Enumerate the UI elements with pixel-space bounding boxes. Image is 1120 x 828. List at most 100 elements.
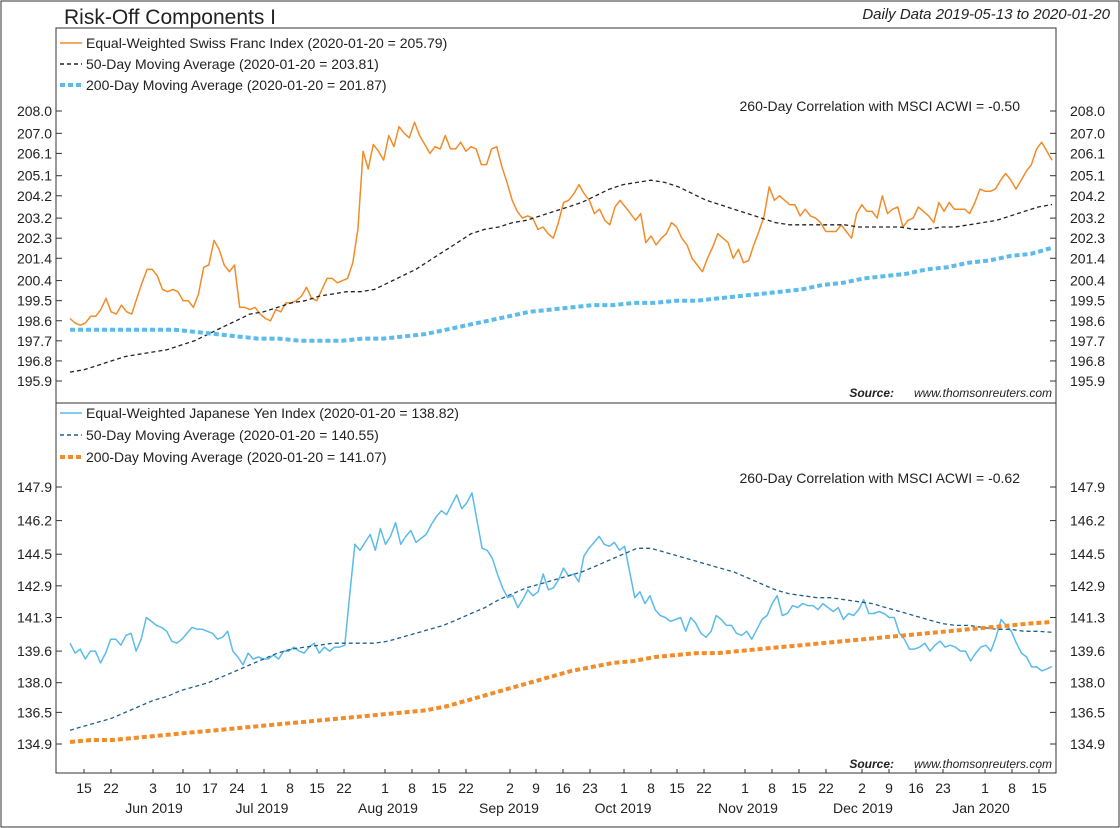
- y-tick-label-right: 207.0: [1070, 125, 1105, 141]
- y-tick-label-left: 146.2: [17, 513, 52, 529]
- x-month-label: Jun 2019: [125, 800, 183, 816]
- x-tick-label: 8: [768, 780, 776, 796]
- y-tick-label-left: 195.9: [17, 373, 52, 389]
- bottom-source-label: Source:: [849, 757, 894, 771]
- x-tick-label: 22: [818, 780, 834, 796]
- x-tick-label: 22: [458, 780, 474, 796]
- x-tick-label: 24: [229, 780, 245, 796]
- x-tick-label: 15: [309, 780, 325, 796]
- x-tick-label: 22: [336, 780, 352, 796]
- y-tick-label-left: 206.1: [17, 145, 52, 161]
- legend-yen-index: Equal-Weighted Japanese Yen Index (2020-…: [86, 405, 459, 421]
- y-tick-label-left: 196.8: [17, 353, 52, 369]
- x-tick-label: 16: [908, 780, 924, 796]
- chart-title: Risk-Off Components I: [64, 6, 276, 29]
- y-tick-label-right: 201.4: [1070, 250, 1105, 266]
- y-tick-label-left: 202.3: [17, 230, 52, 246]
- y-tick-label-left: 144.5: [17, 546, 52, 562]
- x-tick-label: 23: [582, 780, 598, 796]
- y-tick-label-right: 195.9: [1070, 373, 1105, 389]
- x-tick-label: 22: [103, 780, 119, 796]
- y-tick-label-right: 139.6: [1070, 643, 1105, 659]
- series-line-franc-index: [69, 121, 1053, 326]
- series-line-franc-ma50: [69, 179, 1053, 373]
- x-tick-label: 2: [506, 780, 514, 796]
- legend-franc-index: Equal-Weighted Swiss Franc Index (2020-0…: [86, 35, 447, 51]
- y-tick-label-right: 142.9: [1070, 578, 1105, 594]
- y-tick-label-right: 198.6: [1070, 313, 1105, 329]
- x-month-label: Sep 2019: [479, 800, 539, 816]
- series-lines: [69, 121, 1053, 744]
- y-tick-label-left: 204.2: [17, 188, 52, 204]
- top-legend: Equal-Weighted Swiss Franc Index (2020-0…: [60, 35, 447, 93]
- y-tick-label-right: 144.5: [1070, 546, 1105, 562]
- y-tick-label-right: 147.9: [1070, 479, 1105, 495]
- y-tick-label-left: 134.9: [17, 736, 52, 752]
- x-tick-label: 15: [1031, 780, 1047, 796]
- y-tick-label-left: 208.0: [17, 103, 52, 119]
- x-tick-label: 15: [431, 780, 447, 796]
- y-tick-label-right: 199.5: [1070, 293, 1105, 309]
- y-tick-label-left: 198.6: [17, 313, 52, 329]
- y-tick-label-left: 197.7: [17, 333, 52, 349]
- top-source-url: www.thomsonreuters.com: [914, 386, 1052, 400]
- x-tick-label: 16: [555, 780, 571, 796]
- x-tick-label: 2: [858, 780, 866, 796]
- y-tick-label-right: 205.1: [1070, 168, 1105, 184]
- y-tick-label-right: 204.2: [1070, 188, 1105, 204]
- bottom-legend: Equal-Weighted Japanese Yen Index (2020-…: [60, 405, 459, 465]
- bottom-panel-frame: [55, 402, 1057, 774]
- y-tick-label-right: 202.3: [1070, 230, 1105, 246]
- y-tick-label-right: 138.0: [1070, 675, 1105, 691]
- y-tick-label-right: 197.7: [1070, 333, 1105, 349]
- top-correlation-note: 260-Day Correlation with MSCI ACWI = -0.…: [740, 98, 1021, 114]
- x-tick-label: 22: [696, 780, 712, 796]
- y-tick-label-left: 205.1: [17, 168, 52, 184]
- y-tick-label-left: 203.2: [17, 210, 52, 226]
- y-tick-label-right: 146.2: [1070, 513, 1105, 529]
- y-tick-label-left: 136.5: [17, 704, 52, 720]
- legend-yen-ma50: 50-Day Moving Average (2020-01-20 = 140.…: [86, 427, 379, 443]
- x-tick-label: 10: [175, 780, 191, 796]
- y-tick-label-left: 201.4: [17, 250, 52, 266]
- top-source-label: Source:: [849, 386, 894, 400]
- x-tick-label: 8: [647, 780, 655, 796]
- x-tick-label: 1: [381, 780, 389, 796]
- y-tick-label-left: 141.3: [17, 609, 52, 625]
- x-tick-label: 9: [885, 780, 893, 796]
- x-tick-label: 15: [791, 780, 807, 796]
- legend-franc-ma200: 200-Day Moving Average (2020-01-20 = 201…: [86, 77, 387, 93]
- bottom-correlation-note: 260-Day Correlation with MSCI ACWI = -0.…: [740, 470, 1021, 486]
- axis-ticks: 208.0 208.0 207.0 207.0 206.1 206.1 205.1 205.1…: [17, 103, 1105, 752]
- y-tick-label-right: 203.2: [1070, 210, 1105, 226]
- y-tick-label-right: 134.9: [1070, 736, 1105, 752]
- x-tick-label: 23: [935, 780, 951, 796]
- x-month-label: Aug 2019: [358, 800, 418, 816]
- x-tick-label: 9: [532, 780, 540, 796]
- y-tick-label-right: 136.5: [1070, 704, 1105, 720]
- y-tick-label-right: 208.0: [1070, 103, 1105, 119]
- x-tick-label: 17: [202, 780, 218, 796]
- y-tick-label-left: 199.5: [17, 293, 52, 309]
- x-tick-label: 15: [669, 780, 685, 796]
- x-month-label: Jan 2020: [952, 800, 1010, 816]
- y-tick-label-left: 138.0: [17, 675, 52, 691]
- y-tick-label-left: 207.0: [17, 125, 52, 141]
- series-line-yen-ma50: [69, 547, 1053, 731]
- y-tick-label-left: 200.4: [17, 273, 52, 289]
- series-line-yen-index: [69, 492, 1053, 672]
- x-tick-label: 8: [408, 780, 416, 796]
- y-tick-label-right: 206.1: [1070, 145, 1105, 161]
- x-month-label: Jul 2019: [236, 800, 289, 816]
- legend-yen-ma200: 200-Day Moving Average (2020-01-20 = 141…: [86, 449, 387, 465]
- series-line-yen-ma200: [69, 620, 1053, 744]
- date-range: Daily Data 2019-05-13 to 2020-01-20: [862, 6, 1110, 23]
- x-tick-label: 1: [981, 780, 989, 796]
- y-tick-label-right: 200.4: [1070, 273, 1105, 289]
- x-tick-label: 8: [1008, 780, 1016, 796]
- bottom-source-url: www.thomsonreuters.com: [914, 757, 1052, 771]
- x-month-label: Dec 2019: [833, 800, 893, 816]
- y-tick-label-right: 196.8: [1070, 353, 1105, 369]
